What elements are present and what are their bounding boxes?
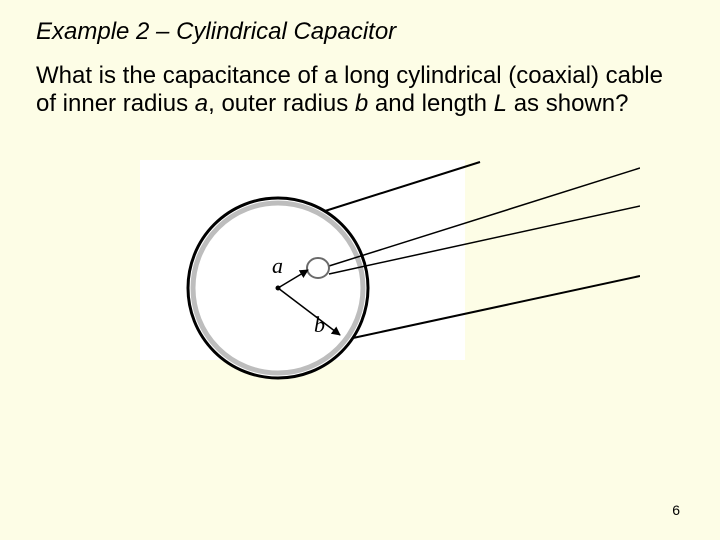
coaxial-diagram: ab xyxy=(100,160,640,440)
page-number: 6 xyxy=(672,502,680,518)
example-title: Example 2 – Cylindrical Capacitor xyxy=(36,18,396,46)
diagram-svg: ab xyxy=(100,160,640,440)
var-b: b xyxy=(355,90,368,117)
q-part-4: as shown? xyxy=(507,90,628,117)
q-part-3: and length xyxy=(368,90,493,117)
svg-text:a: a xyxy=(272,253,283,278)
var-a: a xyxy=(195,90,208,117)
question-text: What is the capacitance of a long cylind… xyxy=(36,62,680,117)
svg-text:b: b xyxy=(314,312,325,337)
var-L: L xyxy=(494,90,507,117)
q-part-2: , outer radius xyxy=(208,90,355,117)
